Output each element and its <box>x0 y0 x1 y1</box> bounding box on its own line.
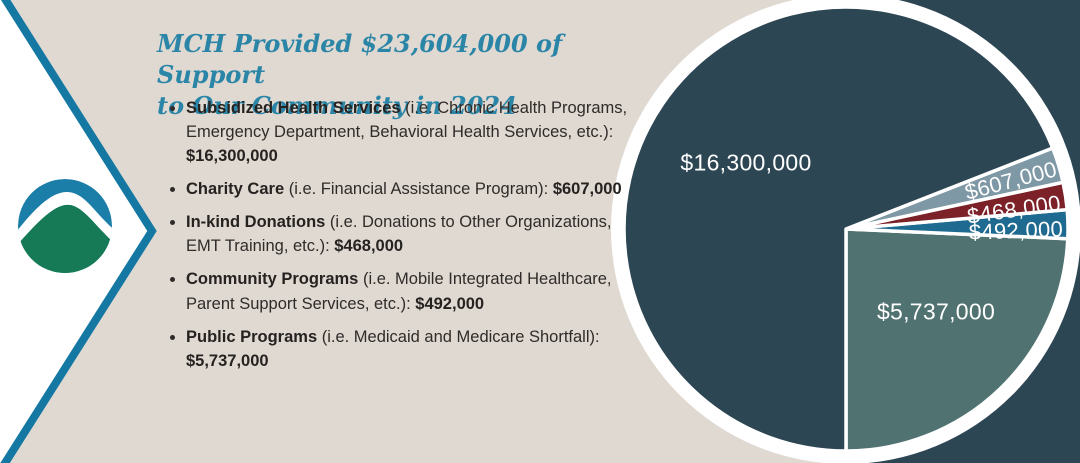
item-detail: (i.e. Donations to Other Organizations, … <box>186 213 612 256</box>
mch-logo <box>18 179 112 273</box>
item-detail: (i.e. Financial Assistance Program): <box>284 180 553 199</box>
pie-chart <box>622 5 1070 453</box>
pie-slice-public-programs <box>844 227 1070 453</box>
item-detail: (i.e. Chronic Health Programs, Emergency… <box>186 99 628 142</box>
page-title-line1: MCH Provided $23,604,000 of Support <box>157 29 563 90</box>
item-amount: $5,737,000 <box>186 351 269 370</box>
pie-label-public-programs: $5,737,000 <box>876 298 996 325</box>
item-name: Community Programs <box>186 270 359 289</box>
item-amount: $607,000 <box>552 180 622 199</box>
logo-green-field <box>18 204 112 273</box>
item-amount: $468,000 <box>334 237 404 256</box>
item-amount: $16,300,000 <box>186 147 278 166</box>
item-detail: (i.e. Mobile Integrated Healthcare, Pare… <box>186 270 612 313</box>
page-title: MCH Provided $23,604,000 of Support to O… <box>157 28 657 122</box>
pie-slice-subsidized-health-services <box>622 5 1055 453</box>
item-name: In-kind Donations <box>186 213 326 232</box>
support-list-item: Subsidized Health Services (i.e. Chronic… <box>186 96 638 168</box>
pie-label-subsidized-health-services: $16,300,000 <box>680 149 812 176</box>
item-name: Subsidized Health Services <box>186 99 401 117</box>
support-list-item: Charity Care (i.e. Financial Assistance … <box>186 177 638 201</box>
page-title-line2: to Our Community in 2024 <box>157 91 517 121</box>
logo-wave-icon <box>18 192 112 258</box>
item-name: Public Programs <box>186 327 318 346</box>
support-list-item: In-kind Donations (i.e. Donations to Oth… <box>186 210 638 258</box>
support-list-item: Community Programs (i.e. Mobile Integrat… <box>186 267 638 315</box>
item-detail: (i.e. Medicaid and Medicare Shortfall): <box>317 327 600 346</box>
support-list: Subsidized Health Services (i.e. Chronic… <box>162 96 638 382</box>
support-list-item: Public Programs (i.e. Medicaid and Medic… <box>186 325 638 373</box>
item-name: Charity Care <box>186 180 285 199</box>
pie-label-community-programs: $492,000 <box>968 216 1064 245</box>
item-amount: $492,000 <box>415 294 485 313</box>
